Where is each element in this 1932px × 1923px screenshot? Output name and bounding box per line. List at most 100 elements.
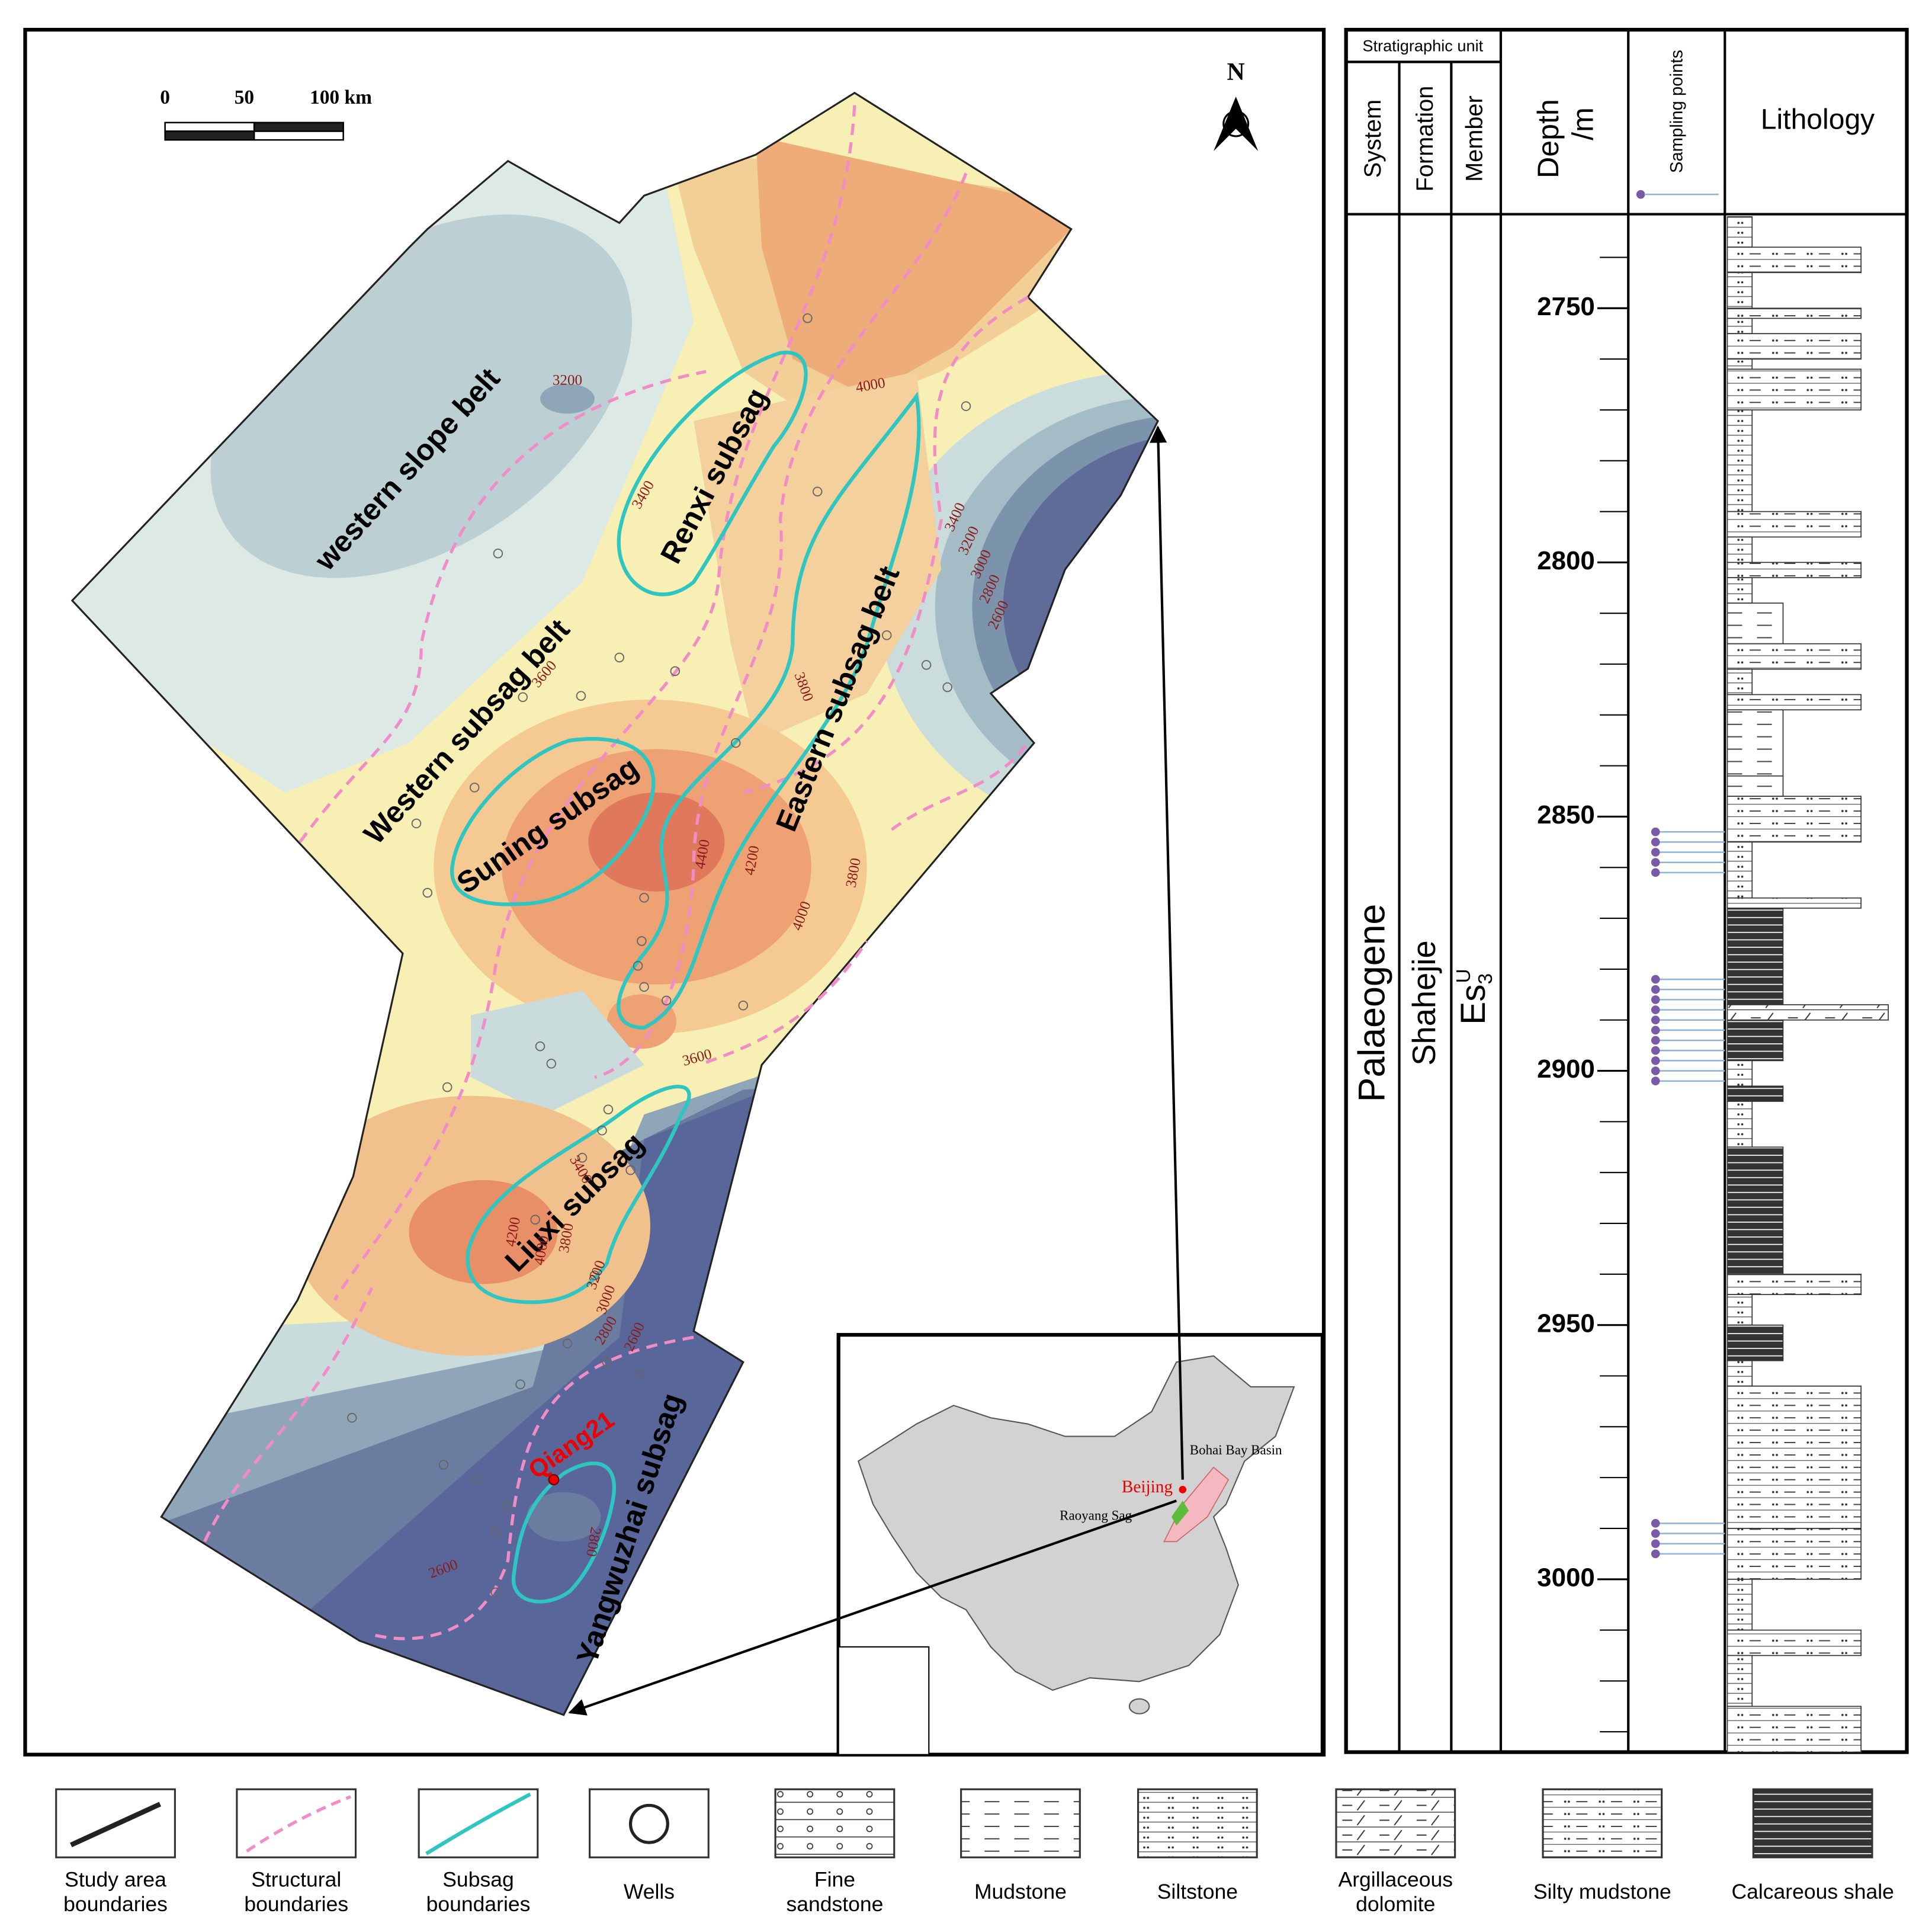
legend-symbol xyxy=(70,1802,162,1848)
well xyxy=(576,691,586,701)
lithology-bed xyxy=(1726,1360,1753,1387)
lithology-bed xyxy=(1726,841,1753,899)
north-arrow: N xyxy=(1214,59,1259,151)
depth-tick-label: 3000 xyxy=(1537,1563,1595,1592)
well xyxy=(530,1214,540,1225)
lithology-bed xyxy=(1726,409,1753,512)
well xyxy=(518,692,528,703)
depth-tick-label: 2800 xyxy=(1537,546,1595,575)
well xyxy=(603,1104,614,1115)
legend-swatch xyxy=(774,1788,896,1858)
well xyxy=(637,936,647,946)
sampling-point xyxy=(1651,848,1660,857)
legend-label: boundaries xyxy=(63,1892,168,1916)
lithology-bed xyxy=(1726,1655,1753,1707)
header-label: /m xyxy=(1566,107,1599,140)
legend-label: boundaries xyxy=(244,1892,348,1916)
well xyxy=(490,1587,500,1598)
well xyxy=(490,1527,500,1537)
lithology-bed xyxy=(1726,333,1862,360)
lithology-bed xyxy=(1726,1019,1784,1062)
lithology-bed xyxy=(1726,1146,1784,1275)
sampling-point xyxy=(1651,1025,1660,1035)
header-label: Formation xyxy=(1412,86,1438,192)
formation-label: Shahejie xyxy=(1406,940,1442,1065)
well xyxy=(670,666,681,677)
well xyxy=(502,1501,512,1511)
well xyxy=(812,486,823,497)
legend-label: sandstone xyxy=(786,1892,883,1916)
lithology-bed xyxy=(1726,536,1753,563)
lithology-bed xyxy=(1726,694,1862,711)
scale-label: 0 xyxy=(160,86,170,108)
lithology-bed xyxy=(1726,272,1753,309)
contour-label: 3200 xyxy=(553,373,582,389)
lithology-bed xyxy=(1726,368,1862,411)
header-label: Lithology xyxy=(1761,104,1875,136)
sampling-point xyxy=(1651,868,1660,877)
depth-tick-label: 2950 xyxy=(1537,1309,1595,1338)
lithology-bed xyxy=(1726,511,1862,538)
well xyxy=(625,1165,636,1175)
well xyxy=(738,1000,749,1011)
sampling-point xyxy=(1651,858,1660,867)
study-area-boundary xyxy=(70,91,1159,1716)
well xyxy=(515,1379,525,1390)
legend-swatch xyxy=(589,1788,710,1858)
lithology-bed xyxy=(1726,1324,1784,1361)
well xyxy=(881,630,892,640)
lithology-bed xyxy=(1726,668,1753,696)
north-label: N xyxy=(1227,59,1245,86)
legend-swatch xyxy=(236,1788,357,1858)
well xyxy=(639,893,649,903)
header-label: Sampling points xyxy=(1668,50,1687,173)
legend-swatch xyxy=(960,1788,1081,1858)
sampling-point xyxy=(1651,1056,1660,1065)
arrow xyxy=(568,1499,1177,1716)
lithology-bed xyxy=(1726,796,1862,843)
lithology-bed xyxy=(1726,1294,1753,1326)
lithology-bed xyxy=(1726,775,1784,797)
member-base: Es xyxy=(1455,984,1493,1024)
stratigraphic-column: Stratigraphic unit System Formation Memb… xyxy=(1344,28,1909,1754)
lithology-bed xyxy=(1726,246,1862,274)
sampling-point xyxy=(1651,827,1660,836)
lithology-bed xyxy=(1726,1385,1862,1529)
well xyxy=(633,961,643,971)
sample-icon xyxy=(1636,190,1645,199)
sampling-point xyxy=(1651,1005,1660,1014)
well xyxy=(469,783,480,793)
lithology-bed xyxy=(1726,1706,1862,1753)
map-panel: 0 50 100 km N Bohai Bay Basin Beijing Ra… xyxy=(23,28,1326,1757)
legend-label: Subsag xyxy=(442,1867,514,1891)
sampling-point xyxy=(1651,1036,1660,1045)
lithology-bed xyxy=(1726,709,1784,777)
legend-symbol xyxy=(246,1795,352,1853)
legend-swatch xyxy=(1752,1788,1873,1858)
member-label: Es3U xyxy=(1453,969,1497,1024)
lithology-bed xyxy=(1726,643,1862,670)
legend-label: Argillaceous xyxy=(1339,1867,1453,1891)
lithology-bed xyxy=(1726,307,1862,319)
sampling-point xyxy=(1651,1046,1660,1055)
legend-label: Fine xyxy=(814,1867,855,1891)
legend-label: Study area xyxy=(65,1867,166,1891)
well-qiang21 xyxy=(548,1474,560,1486)
legend-symbol xyxy=(425,1792,531,1855)
legend-label: Silty mudstone xyxy=(1533,1880,1671,1903)
arrow xyxy=(1149,425,1184,1480)
well xyxy=(942,682,952,693)
well xyxy=(614,652,625,663)
well xyxy=(442,1082,452,1092)
sampling-point xyxy=(1651,1066,1660,1075)
inset-basin-label: Bohai Bay Basin xyxy=(1190,1443,1282,1457)
depth-tick-label: 2900 xyxy=(1537,1055,1595,1084)
depth-tick-label: 2750 xyxy=(1537,292,1595,321)
legend-label: dolomite xyxy=(1356,1892,1435,1916)
header-label: System xyxy=(1360,100,1386,178)
scale-label: 100 km xyxy=(310,86,372,108)
lithology-bed xyxy=(1726,1085,1784,1102)
well xyxy=(577,1153,588,1163)
sampling-point xyxy=(1651,985,1660,994)
